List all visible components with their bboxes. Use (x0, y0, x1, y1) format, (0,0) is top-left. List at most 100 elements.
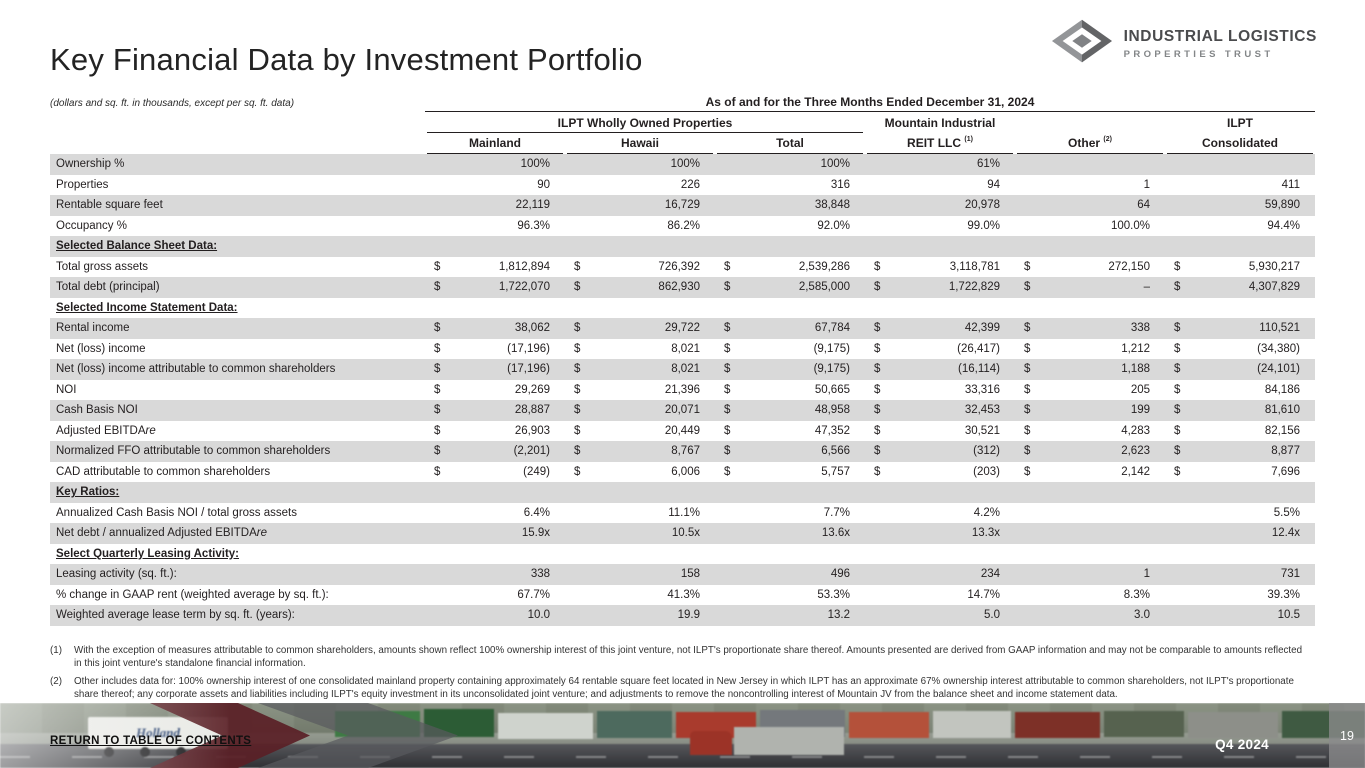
dollar-sign: $ (574, 404, 581, 417)
table-section-row: Selected Balance Sheet Data: (50, 236, 1315, 257)
row-value: 61% (976, 158, 1000, 171)
dollar-sign: $ (1174, 424, 1181, 437)
dollar-sign: $ (874, 445, 881, 458)
row-value: 38,848 (814, 199, 850, 212)
row-value: $ (16,114) (874, 363, 1000, 376)
row-value: 86.2% (667, 219, 700, 232)
table-row: Annualized Cash Basis NOI / total gross … (50, 503, 1315, 524)
table-body: Ownership % 100% 100% 100% 61% Properties 90 22… (50, 154, 1315, 626)
period-header: As of and for the Three Months Ended Dec… (425, 93, 1315, 112)
row-label: Weighted average lease term by sq. ft. (… (56, 609, 295, 622)
row-value: $32,453 (874, 404, 1000, 417)
table-row: Weighted average lease term by sq. ft. (… (50, 605, 1315, 626)
dollar-sign: $ (1174, 260, 1181, 273)
row-value: $110,521 (1174, 322, 1300, 335)
row-label: CAD attributable to common shareholders (56, 465, 271, 478)
group-header-wholly-owned: ILPT Wholly Owned Properties (427, 112, 863, 133)
dollar-sign: $ (574, 383, 581, 396)
row-value: 1 (1143, 568, 1150, 581)
dollar-sign: $ (1174, 342, 1181, 355)
dollar-sign: $ (724, 424, 731, 437)
period-header-row: As of and for the Three Months Ended Dec… (50, 93, 1315, 112)
logo-line1: INDUSTRIAL LOGISTICS (1123, 27, 1317, 45)
row-value: 67.7% (517, 588, 550, 601)
row-label: Total debt (principal) (56, 281, 160, 294)
dollar-sign: $ (1024, 281, 1031, 294)
group-header-spacer (1015, 112, 1165, 133)
dollar-sign: $ (724, 363, 731, 376)
row-label: Rentable square feet (56, 199, 163, 212)
dollar-sign: $ (1174, 383, 1181, 396)
row-value: $5,930,217 (1174, 260, 1300, 273)
table-row: Properties 90 226 316 94 1 411 (50, 175, 1315, 196)
row-label: Normalized FFO attributable to common sh… (56, 445, 331, 458)
group-header-mountain: Mountain Industrial (884, 116, 996, 130)
dollar-sign: $ (574, 445, 581, 458)
dollar-sign: $ (874, 465, 881, 478)
row-label: Select Quarterly Leasing Activity: (56, 547, 240, 560)
row-value: 10.5x (671, 527, 700, 540)
row-value: 496 (830, 568, 850, 581)
dollar-sign: $ (874, 383, 881, 396)
row-label: Net (loss) income (56, 342, 146, 355)
row-value: $ (203) (874, 465, 1000, 478)
row-value: 10.5 (1277, 609, 1300, 622)
return-to-toc-link[interactable]: RETURN TO TABLE OF CONTENTS (50, 735, 252, 747)
row-value: 20,978 (964, 199, 1000, 212)
dollar-sign: $ (1024, 342, 1031, 355)
row-value: 234 (980, 568, 1000, 581)
company-logo: INDUSTRIAL LOGISTICS PROPERTIES TRUST (1051, 18, 1317, 69)
row-value: $8,021 (574, 363, 700, 376)
row-label: Cash Basis NOI (56, 404, 138, 417)
row-value: $338 (1024, 322, 1150, 335)
column-header-total: Total (717, 133, 863, 154)
dollar-sign: $ (434, 322, 441, 335)
row-value: 96.3% (517, 219, 550, 232)
dollar-sign: $ (1174, 465, 1181, 478)
dollar-sign: $ (874, 342, 881, 355)
row-label: Net (loss) income attributable to common… (56, 363, 336, 376)
row-value: $8,877 (1174, 445, 1300, 458)
row-value: 100% (670, 158, 700, 171)
dollar-sign: $ (1174, 404, 1181, 417)
dollar-sign: $ (434, 260, 441, 273)
footnote-text: With the exception of measures attributa… (74, 645, 1303, 670)
dollar-sign: $ (434, 404, 441, 417)
dollar-sign: $ (724, 383, 731, 396)
table-row: % change in GAAP rent (weighted average … (50, 585, 1315, 606)
dollar-sign: $ (724, 281, 731, 294)
row-value: $21,396 (574, 383, 700, 396)
row-value: $48,958 (724, 404, 850, 417)
row-value: $ (9,175) (724, 342, 850, 355)
row-value: $ (312) (874, 445, 1000, 458)
dollar-sign: $ (434, 342, 441, 355)
page-title: Key Financial Data by Investment Portfol… (50, 42, 643, 77)
dollar-sign: $ (434, 424, 441, 437)
row-value: 316 (830, 178, 850, 191)
row-value: 3.0 (1134, 609, 1150, 622)
column-header-other: Other (2) (1017, 133, 1163, 154)
table-row: Net (loss) income attributable to common… (50, 359, 1315, 380)
dollar-sign: $ (574, 281, 581, 294)
column-header-row: Mainland Hawaii Total REIT LLC (1) Other… (50, 133, 1315, 154)
dollar-sign: $ (724, 445, 731, 458)
table-row: Rental income $38,062 $29,722 $67,784 $42,39… (50, 318, 1315, 339)
column-header-hawaii: Hawaii (567, 133, 713, 154)
row-label: Rental income (56, 322, 130, 335)
logo-line2: PROPERTIES TRUST (1123, 48, 1274, 60)
row-value: $28,887 (434, 404, 550, 417)
table-row: Net debt / annualized Adjusted EBITDAre 1… (50, 523, 1315, 544)
dollar-sign: $ (1024, 322, 1031, 335)
row-value: 19.9 (677, 609, 700, 622)
row-label: Total gross assets (56, 260, 149, 273)
dollar-sign: $ (434, 445, 441, 458)
table-section-row: Key Ratios: (50, 482, 1315, 503)
column-header-reit-llc: REIT LLC (1) (867, 133, 1013, 154)
column-header-mainland: Mainland (427, 133, 563, 154)
row-value: 226 (680, 178, 700, 191)
row-value: $ (34,380) (1174, 342, 1300, 355)
row-value: $38,062 (434, 322, 550, 335)
row-value: 13.6x (821, 527, 850, 540)
row-value: 7.7% (823, 506, 850, 519)
